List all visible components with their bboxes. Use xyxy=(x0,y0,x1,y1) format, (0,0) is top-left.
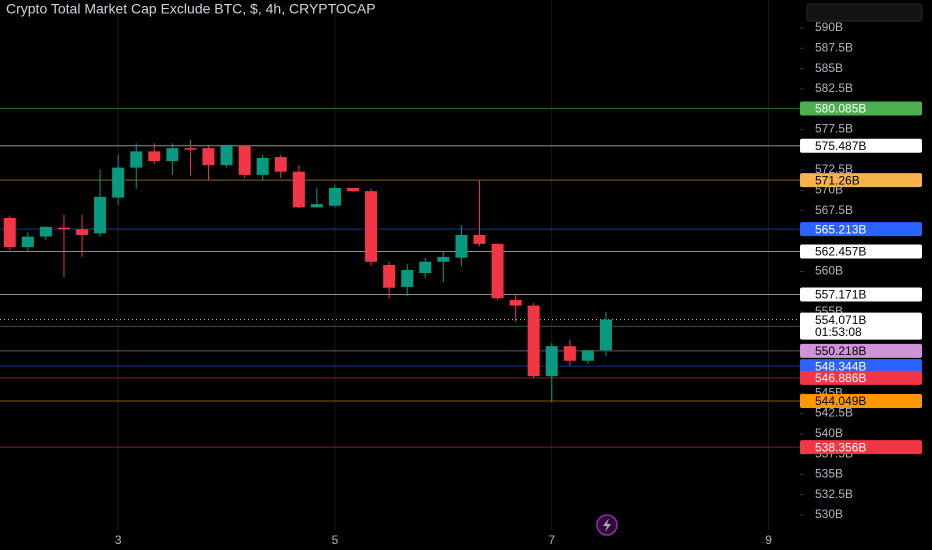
candle-body xyxy=(383,265,396,288)
level-label-box xyxy=(800,101,922,116)
chart-title: Crypto Total Market Cap Exclude BTC, $, … xyxy=(6,1,376,17)
candle-body xyxy=(112,167,125,198)
flash-icon-bolt[interactable] xyxy=(603,518,611,532)
candle-body xyxy=(347,187,360,192)
candle-body xyxy=(365,191,378,262)
level-label-box xyxy=(800,138,922,153)
candle-body xyxy=(76,229,89,235)
candle-body xyxy=(292,171,305,208)
candle-body xyxy=(545,346,558,377)
candle-body xyxy=(509,299,522,306)
candle-body xyxy=(220,144,233,166)
candle-body xyxy=(130,151,143,168)
level-label: 571.26B xyxy=(815,173,860,187)
candle-body xyxy=(599,319,612,351)
level-label: 575.487B xyxy=(815,139,866,153)
toolbar-button[interactable] xyxy=(806,3,923,22)
level-label: 562.457B xyxy=(815,245,866,259)
level-label-box xyxy=(800,343,922,358)
level-label-box xyxy=(800,222,922,237)
candle-body xyxy=(527,305,540,377)
y-tick-label: 590B xyxy=(815,20,843,34)
level-label: 565.213B xyxy=(815,222,866,236)
last-price-label: 554.071B xyxy=(815,313,866,327)
candle-body xyxy=(238,145,251,175)
candle-body xyxy=(581,350,594,361)
candle-body xyxy=(437,256,450,262)
y-tick-label: 585B xyxy=(815,61,843,75)
y-tick-label: 532.5B xyxy=(815,487,853,501)
y-tick-label: 582.5B xyxy=(815,81,853,95)
level-label-box xyxy=(800,370,922,385)
candle-body xyxy=(21,236,34,248)
last-price-box xyxy=(800,312,922,340)
level-label-box xyxy=(800,287,922,302)
candle-body xyxy=(491,243,504,299)
level-label-box xyxy=(800,244,922,259)
candle-body xyxy=(57,227,70,230)
candle-body xyxy=(274,157,287,172)
y-tick-label: 577.5B xyxy=(815,122,853,136)
candle-body xyxy=(328,187,341,206)
level-label-box xyxy=(800,440,922,455)
candle-body xyxy=(3,217,16,248)
level-label: 546.886B xyxy=(815,371,866,385)
candle-body xyxy=(166,148,179,162)
y-tick-label: 530B xyxy=(815,507,843,521)
y-tick-label: 587.5B xyxy=(815,40,853,54)
candle-body xyxy=(39,226,52,237)
candle-body xyxy=(563,346,576,361)
candle-body xyxy=(401,269,414,287)
y-tick-label: 542.5B xyxy=(815,406,853,420)
y-tick-label: 572.5B xyxy=(815,162,853,176)
level-label-box xyxy=(800,393,922,408)
level-label: 544.049B xyxy=(815,394,866,408)
level-label: 557.171B xyxy=(815,288,866,302)
candle-body xyxy=(455,234,468,258)
candle-body xyxy=(184,148,197,150)
x-tick-label: 5 xyxy=(332,533,339,547)
level-label: 580.085B xyxy=(815,102,866,116)
candle-body xyxy=(473,234,486,244)
level-label: 550.218B xyxy=(815,344,866,358)
countdown: 01:53:08 xyxy=(815,325,862,339)
candle-body xyxy=(419,261,432,274)
x-tick-label: 7 xyxy=(548,533,555,547)
candle-body xyxy=(202,148,215,166)
x-tick-label: 3 xyxy=(115,533,122,547)
level-label-box xyxy=(800,173,922,188)
y-tick-label: 535B xyxy=(815,467,843,481)
candle-body xyxy=(256,157,269,175)
y-tick-label: 567.5B xyxy=(815,203,853,217)
candle-body xyxy=(310,204,323,208)
level-label: 548.344B xyxy=(815,359,866,373)
y-tick-label: 560B xyxy=(815,264,843,278)
candle-body xyxy=(94,196,107,234)
x-tick-label: 9 xyxy=(765,533,772,547)
y-tick-label: 540B xyxy=(815,426,843,440)
level-label-box xyxy=(800,359,922,374)
candle-body xyxy=(148,151,161,162)
level-label: 538.356B xyxy=(815,440,866,454)
flash-icon[interactable] xyxy=(596,514,618,536)
